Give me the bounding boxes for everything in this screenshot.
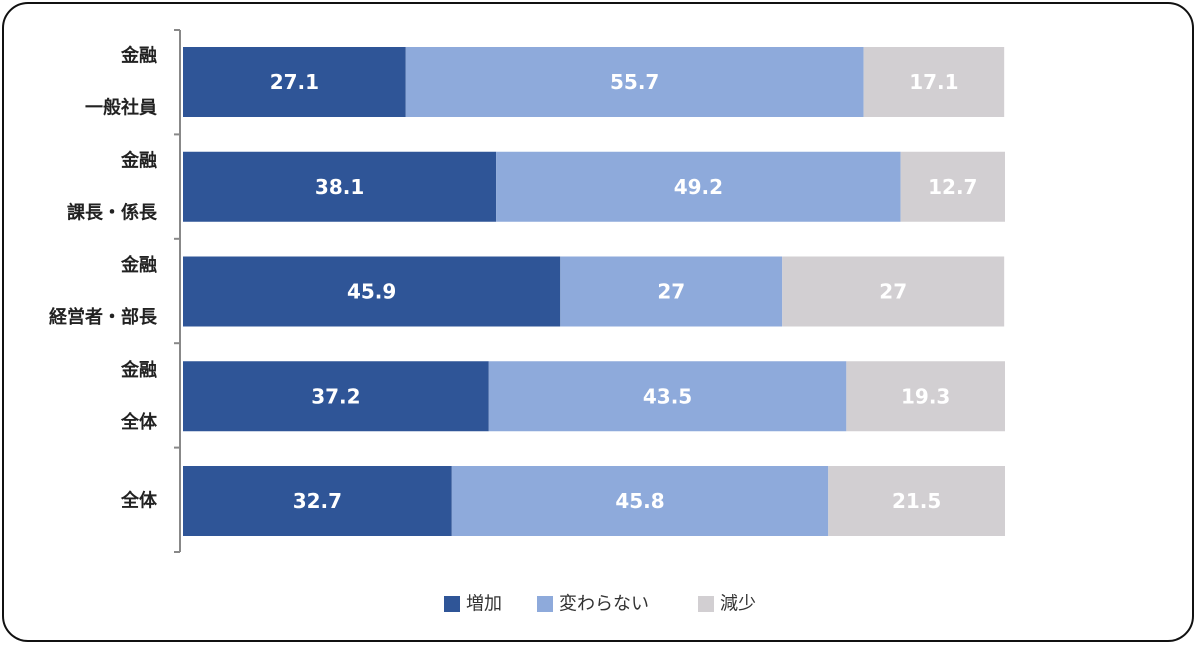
data-label: 21.5 bbox=[892, 489, 941, 513]
data-label: 43.5 bbox=[643, 384, 692, 408]
bar-segment bbox=[828, 466, 1005, 536]
category-label: 全体 bbox=[120, 490, 158, 512]
legend: 増加 変わらない 減少 bbox=[444, 594, 756, 615]
data-label: 19.3 bbox=[901, 384, 950, 408]
bar-segment bbox=[863, 47, 1005, 117]
bar-segment bbox=[782, 256, 1005, 327]
bar-segment bbox=[183, 466, 452, 536]
data-label: 17.1 bbox=[909, 70, 958, 94]
data-label: 49.2 bbox=[674, 175, 723, 199]
data-label: 27 bbox=[657, 280, 685, 304]
legend-swatch bbox=[444, 596, 460, 612]
data-label: 12.7 bbox=[928, 175, 977, 199]
category-label: 課長・係長 bbox=[67, 201, 158, 223]
data-label: 45.8 bbox=[615, 489, 664, 513]
data-label: 38.1 bbox=[315, 175, 364, 199]
bar-segment bbox=[183, 47, 406, 117]
bars: 27.1 55.7 17.1 38.1 49.2 12.7 45.9 27 27 37.2 43.5… bbox=[183, 47, 1005, 536]
bar-segment bbox=[183, 361, 489, 432]
bar-segment bbox=[488, 361, 847, 432]
bar-segment bbox=[560, 256, 783, 327]
bar-segment bbox=[846, 361, 1005, 432]
category-label: 全体 bbox=[120, 411, 158, 433]
category-label: 金融 bbox=[120, 45, 157, 67]
category-label: 金融 bbox=[120, 254, 157, 276]
legend-label: 変わらない bbox=[559, 594, 649, 615]
data-label: 45.9 bbox=[347, 280, 396, 304]
legend-label: 増加 bbox=[466, 594, 502, 615]
bar-segment bbox=[405, 47, 864, 117]
category-label: 一般社員 bbox=[85, 97, 157, 119]
legend-swatch bbox=[537, 596, 553, 612]
bar-segment bbox=[900, 151, 1005, 222]
bar-segment bbox=[451, 466, 829, 536]
category-label: 経営者・部長 bbox=[49, 306, 158, 328]
data-label: 27 bbox=[879, 280, 907, 304]
legend-swatch bbox=[698, 596, 714, 612]
data-label: 55.7 bbox=[610, 70, 659, 94]
data-label: 32.7 bbox=[293, 489, 342, 513]
bar-segment bbox=[183, 256, 561, 327]
bar-segment bbox=[496, 151, 901, 222]
data-label: 27.1 bbox=[270, 70, 319, 94]
data-label: 37.2 bbox=[311, 384, 360, 408]
category-label: 金融 bbox=[120, 359, 157, 381]
legend-label: 減少 bbox=[720, 594, 756, 615]
bar-segment bbox=[183, 151, 497, 222]
category-label: 金融 bbox=[120, 149, 157, 171]
